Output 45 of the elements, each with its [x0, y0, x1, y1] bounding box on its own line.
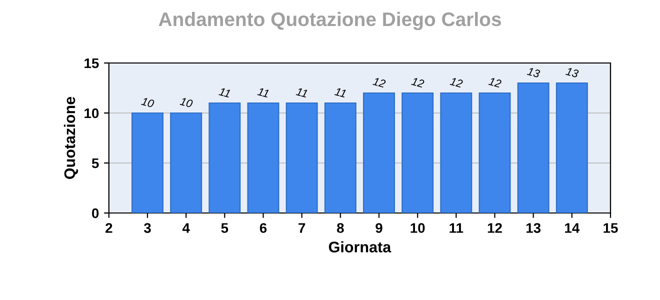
y-tick-label: 5 [92, 158, 99, 168]
data-label: 12 [450, 77, 464, 88]
x-tick-label: 5 [221, 223, 228, 233]
x-tick-label: 9 [376, 223, 382, 233]
data-label: 11 [334, 87, 346, 98]
x-tick-label: 2 [106, 223, 112, 233]
data-label: 13 [526, 67, 540, 78]
x-tick-label: 4 [182, 223, 190, 233]
x-tick-label: 15 [604, 223, 618, 233]
data-label: 10 [141, 97, 155, 108]
bar [363, 92, 395, 213]
y-tick-label: 15 [84, 58, 99, 68]
bar [131, 112, 164, 213]
data-label: 12 [411, 77, 425, 88]
bar [286, 102, 318, 213]
data-label: 11 [257, 87, 270, 98]
x-tick-label: 7 [298, 223, 306, 233]
bar [170, 112, 202, 213]
bar [478, 92, 511, 213]
bar [440, 92, 472, 213]
y-tick-label: 0 [92, 208, 99, 218]
x-tick-label: 3 [144, 223, 151, 233]
x-tick-label: 13 [526, 223, 541, 233]
bar [556, 82, 588, 213]
data-label: 10 [180, 97, 194, 108]
x-tick-label: 6 [260, 223, 267, 233]
bar [324, 102, 356, 213]
y-tick-label: 10 [84, 108, 99, 118]
data-label: 12 [488, 77, 502, 88]
data-label: 11 [218, 87, 231, 98]
x-axis-title: Giornata [328, 241, 392, 252]
bar [247, 102, 280, 213]
bar [402, 92, 434, 213]
x-tick-label: 11 [450, 223, 464, 233]
data-label: 11 [296, 87, 308, 98]
data-label: 12 [372, 77, 386, 88]
bar [517, 82, 550, 213]
y-axis-title: Quotazione [64, 96, 78, 179]
x-tick-label: 10 [410, 223, 425, 233]
data-label: 13 [565, 67, 580, 78]
x-tick-label: 14 [565, 223, 580, 233]
x-tick-label: 12 [488, 223, 502, 233]
chart-title: Andamento Quotazione Diego Carlos [158, 12, 501, 30]
x-tick-label: 8 [336, 223, 344, 233]
bar [208, 102, 241, 213]
